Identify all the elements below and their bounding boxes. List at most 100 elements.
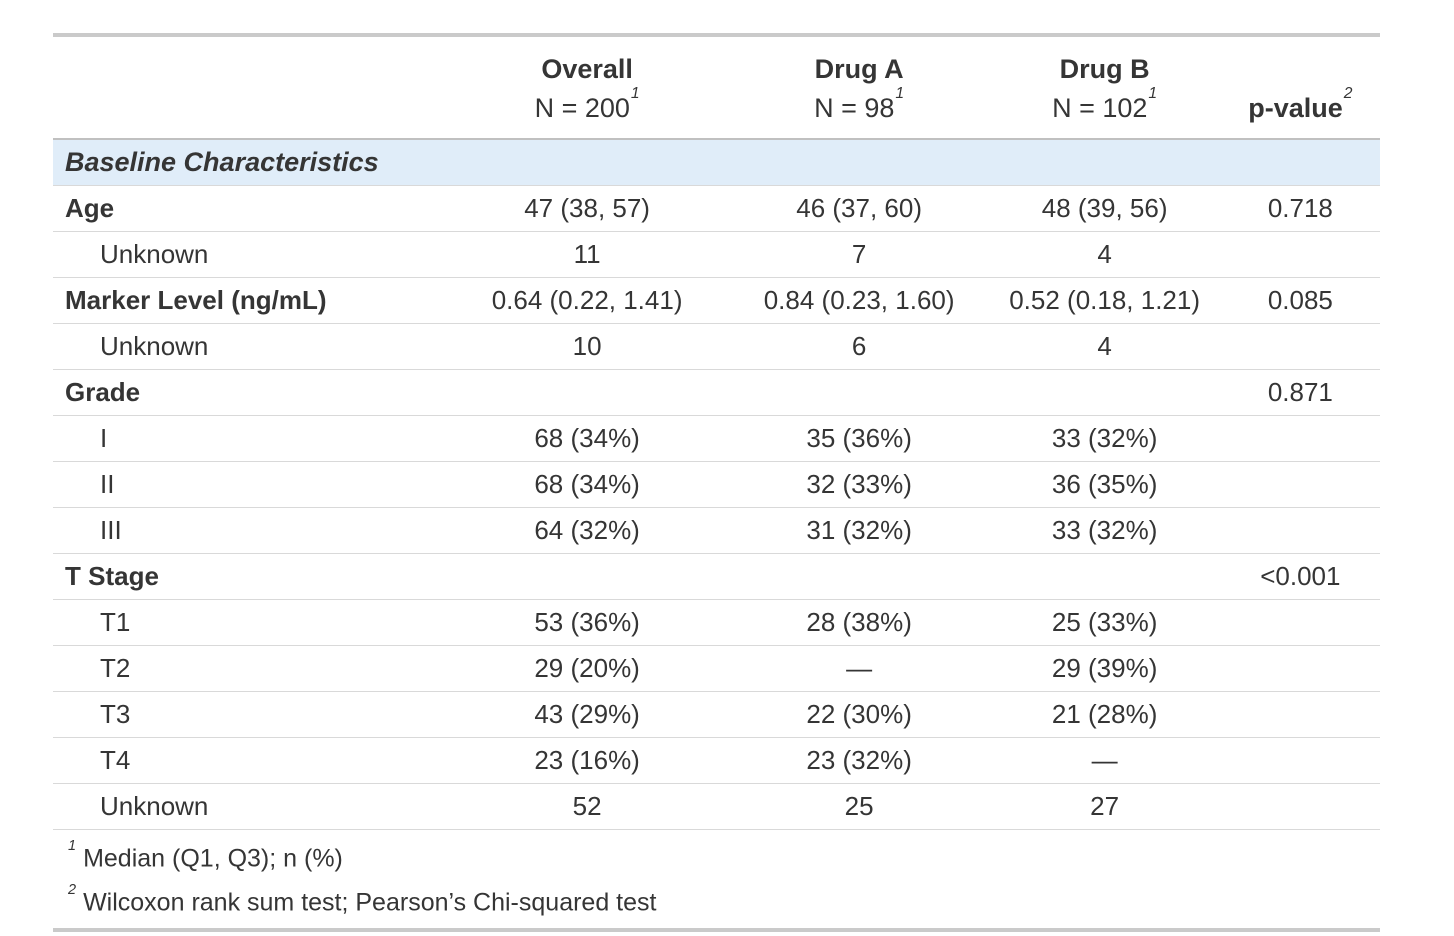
cell-drug-a xyxy=(730,554,989,600)
cell-drug-b xyxy=(989,370,1221,416)
table-header: Overall N = 2001 Drug A N = 981 Drug B N… xyxy=(53,35,1380,139)
cell-p-value xyxy=(1221,738,1380,784)
row-label: Grade xyxy=(65,377,141,407)
cell-drug-a: 0.84 (0.23, 1.60) xyxy=(763,285,955,315)
cell-drug-b: 33 (32%) xyxy=(1051,515,1158,545)
cell-overall: 29 (20%) xyxy=(534,653,640,683)
footnote-text: Median (Q1, Q3); n (%) xyxy=(83,844,343,873)
column-title-overall: Overall xyxy=(541,54,633,84)
cell-overall: 68 (34%) xyxy=(534,423,640,453)
cell-overall: 68 (34%) xyxy=(534,469,640,499)
cell-p-value xyxy=(1221,462,1380,508)
cell-drug-a: 28 (38%) xyxy=(806,607,912,637)
cell-drug-b: 48 (39, 56) xyxy=(1041,193,1168,223)
footnote-1: 1 Median (Q1, Q3); n (%) xyxy=(53,830,1380,879)
baseline-characteristics-table: Overall N = 2001 Drug A N = 981 Drug B N… xyxy=(53,33,1380,932)
footnote-mark-1: 1 xyxy=(1148,85,1158,103)
table-row: Unknown 52 25 27 xyxy=(53,784,1380,830)
footnote-mark-1: 1 xyxy=(630,85,640,103)
n-value: N = 200 xyxy=(534,93,630,123)
row-label: T3 xyxy=(100,699,131,729)
cell-drug-b xyxy=(989,554,1221,600)
header-empty-cell xyxy=(53,35,444,139)
row-label: Unknown xyxy=(100,239,209,269)
table-row: Age 47 (38, 57) 46 (37, 60) 48 (39, 56) … xyxy=(53,186,1380,232)
cell-drug-b: 36 (35%) xyxy=(1051,469,1158,499)
cell-p-value: 0.871 xyxy=(1267,377,1333,407)
row-label: Unknown xyxy=(100,791,209,821)
column-header-overall: Overall N = 2001 xyxy=(444,35,729,139)
cell-drug-b: 27 xyxy=(1090,791,1120,821)
cell-drug-b: 0.52 (0.18, 1.21) xyxy=(1009,285,1201,315)
cell-drug-a: 22 (30%) xyxy=(806,699,912,729)
cell-overall xyxy=(444,370,729,416)
cell-drug-a: 35 (36%) xyxy=(806,423,912,453)
cell-p-value xyxy=(1221,646,1380,692)
table-row: T Stage <0.001 xyxy=(53,554,1380,600)
column-title-drug-a: Drug A xyxy=(814,54,904,84)
column-title-drug-b: Drug B xyxy=(1059,54,1150,84)
column-header-drug-b: Drug B N = 1021 xyxy=(989,35,1221,139)
cell-drug-b: 25 (33%) xyxy=(1051,607,1158,637)
cell-drug-a: — xyxy=(846,653,873,683)
row-label: I xyxy=(100,423,108,453)
table-body: Baseline Characteristics Age 47 (38, 57)… xyxy=(53,139,1380,830)
cell-overall: 23 (16%) xyxy=(534,745,640,775)
row-label: T2 xyxy=(100,653,131,683)
cell-overall: 43 (29%) xyxy=(534,699,640,729)
table-row: Marker Level (ng/mL) 0.64 (0.22, 1.41) 0… xyxy=(53,278,1380,324)
cell-p-value: 0.718 xyxy=(1267,193,1333,223)
cell-overall: 0.64 (0.22, 1.41) xyxy=(491,285,683,315)
table-row: III 64 (32%) 31 (32%) 33 (32%) xyxy=(53,508,1380,554)
cell-overall: 64 (32%) xyxy=(534,515,640,545)
table-row: T2 29 (20%) — 29 (39%) xyxy=(53,646,1380,692)
cell-overall xyxy=(444,554,729,600)
cell-overall: 47 (38, 57) xyxy=(524,193,650,223)
table-row: Unknown 11 7 4 xyxy=(53,232,1380,278)
n-value: N = 102 xyxy=(1052,93,1148,123)
cell-drug-a: 31 (32%) xyxy=(806,515,912,545)
cell-drug-a: 23 (32%) xyxy=(806,745,912,775)
row-label: T1 xyxy=(100,607,131,637)
cell-p-value xyxy=(1221,784,1380,830)
table-row: T4 23 (16%) 23 (32%) — xyxy=(53,738,1380,784)
row-label: Unknown xyxy=(100,331,209,361)
cell-p-value xyxy=(1221,232,1380,278)
cell-drug-a xyxy=(730,370,989,416)
group-header-label: Baseline Characteristics xyxy=(53,139,1380,186)
n-value: N = 98 xyxy=(814,93,895,123)
footnote-mark-1: 1 xyxy=(895,85,905,103)
column-title-pvalue: p-value2 xyxy=(1227,85,1374,125)
footnote-mark-2: 2 xyxy=(1343,85,1353,103)
row-label: Age xyxy=(65,193,115,223)
cell-drug-b: 33 (32%) xyxy=(1051,423,1158,453)
table-row: Unknown 10 6 4 xyxy=(53,324,1380,370)
table-footnotes: 1 Median (Q1, Q3); n (%) 2 Wilcoxon rank s… xyxy=(53,830,1380,930)
column-n-drug-b: N = 1021 xyxy=(995,85,1215,125)
footnote-2: 2 Wilcoxon rank sum test; Pearson’s Chi-s… xyxy=(53,878,1380,929)
footnote-row: 2 Wilcoxon rank sum test; Pearson’s Chi-s… xyxy=(53,878,1380,929)
cell-p-value: <0.001 xyxy=(1260,561,1341,591)
row-label: T Stage xyxy=(65,561,159,591)
column-header-drug-a: Drug A N = 981 xyxy=(730,35,989,139)
row-label: Marker Level (ng/mL) xyxy=(65,285,327,315)
cell-drug-b: 4 xyxy=(1097,331,1112,361)
table-row: I 68 (34%) 35 (36%) 33 (32%) xyxy=(53,416,1380,462)
row-label: T4 xyxy=(100,745,131,775)
column-header-pvalue: p-value2 xyxy=(1221,35,1380,139)
summary-table-container: Overall N = 2001 Drug A N = 981 Drug B N… xyxy=(53,33,1380,932)
table-row: T1 53 (36%) 28 (38%) 25 (33%) xyxy=(53,600,1380,646)
cell-p-value xyxy=(1221,600,1380,646)
cell-p-value xyxy=(1221,508,1380,554)
column-n-overall: N = 2001 xyxy=(450,85,723,125)
cell-p-value xyxy=(1221,324,1380,370)
group-header-row: Baseline Characteristics xyxy=(53,139,1380,186)
column-n-drug-a: N = 981 xyxy=(736,85,983,125)
cell-overall: 52 xyxy=(572,791,602,821)
table-row: T3 43 (29%) 22 (30%) 21 (28%) xyxy=(53,692,1380,738)
cell-drug-a: 46 (37, 60) xyxy=(796,193,922,223)
row-label: III xyxy=(100,515,122,545)
table-row: II 68 (34%) 32 (33%) 36 (35%) xyxy=(53,462,1380,508)
cell-drug-a: 32 (33%) xyxy=(806,469,912,499)
cell-p-value: 0.085 xyxy=(1267,285,1333,315)
